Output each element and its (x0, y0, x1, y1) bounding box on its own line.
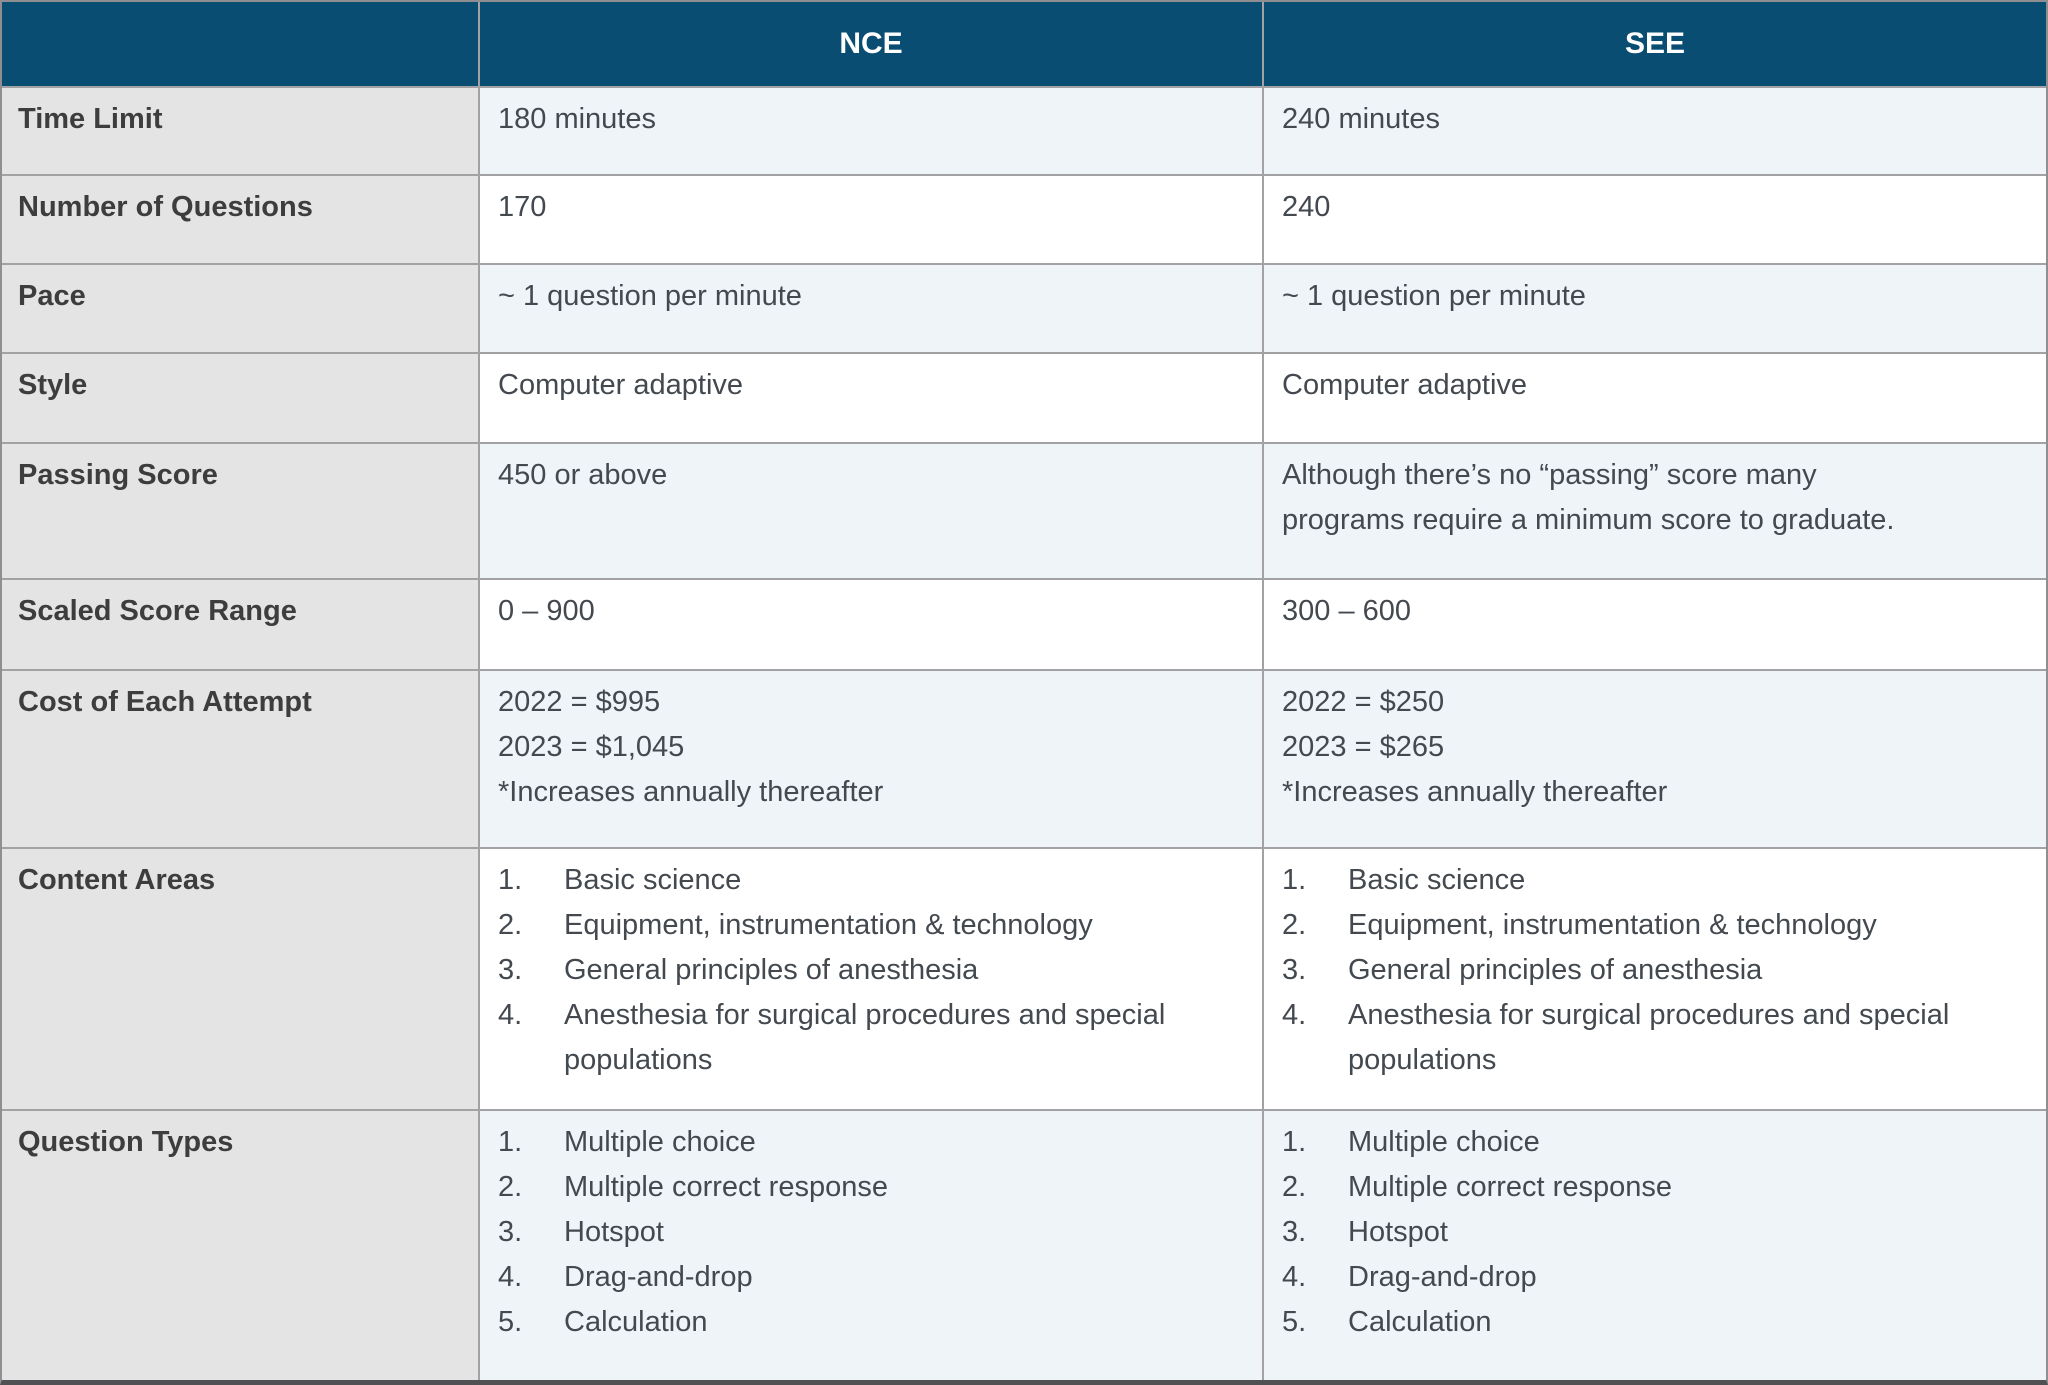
list-item: Multiple correct response (1348, 1170, 1672, 1203)
passing-score-see-line: programs require a minimum score to grad… (1282, 503, 1895, 536)
row-label-passing-score: Passing Score (2, 444, 478, 578)
list-item: Multiple choice (1348, 1126, 1540, 1158)
content-areas-list-nce: Basic science Equipment, instrumentation… (498, 858, 1248, 1083)
row-label-question-types: Question Types (2, 1111, 478, 1380)
cell-pace-see: ~ 1 question per minute (1264, 265, 2046, 352)
row-label-content-areas: Content Areas (2, 849, 478, 1109)
list-item: Calculation (564, 1305, 708, 1338)
list-item: Basic science (564, 864, 742, 896)
row-label-style: Style (2, 354, 478, 442)
question-types-list-nce: Multiple choice Multiple correct respons… (498, 1120, 1248, 1345)
question-types-list-see: Multiple choice Multiple correct respons… (1282, 1120, 2032, 1345)
cost-nce-line: 2022 = $995 (498, 686, 661, 718)
cost-see-line: 2023 = $265 (1282, 730, 1445, 763)
list-item: Hotspot (1348, 1215, 1448, 1248)
list-item: Anesthesia for surgical procedures and s… (564, 998, 1166, 1076)
cost-nce-line: *Increases annually thereafter (498, 775, 884, 808)
header-see: SEE (1264, 2, 2046, 86)
cell-question-types-see: Multiple choice Multiple correct respons… (1264, 1111, 2046, 1380)
cell-cost-see: 2022 = $250 2023 = $265 *Increases annua… (1264, 671, 2046, 847)
cell-style-see: Computer adaptive (1264, 354, 2046, 442)
cell-time-limit-see: 240 minutes (1264, 88, 2046, 174)
list-item: Multiple choice (564, 1126, 756, 1158)
list-item: Multiple correct response (564, 1170, 888, 1203)
row-label-time-limit: Time Limit (2, 88, 478, 174)
cell-time-limit-nce: 180 minutes (480, 88, 1262, 174)
cell-number-of-questions-nce: 170 (480, 176, 1262, 263)
list-item: Calculation (1348, 1305, 1492, 1338)
cost-see-line: *Increases annually thereafter (1282, 775, 1668, 808)
cell-cost-nce: 2022 = $995 2023 = $1,045 *Increases ann… (480, 671, 1262, 847)
cell-passing-score-see: Although there’s no “passing” score many… (1264, 444, 2046, 578)
list-item: Basic science (1348, 864, 1526, 896)
cell-content-areas-nce: Basic science Equipment, instrumentation… (480, 849, 1262, 1109)
list-item: Drag-and-drop (564, 1260, 753, 1293)
cost-nce-line: 2023 = $1,045 (498, 730, 685, 763)
header-empty-cell (2, 2, 478, 86)
cell-passing-score-nce: 450 or above (480, 444, 1262, 578)
list-item: Anesthesia for surgical procedures and s… (1348, 998, 1950, 1076)
list-item: Drag-and-drop (1348, 1260, 1537, 1293)
row-label-scaled-score-range: Scaled Score Range (2, 580, 478, 669)
cell-style-nce: Computer adaptive (480, 354, 1262, 442)
header-nce: NCE (480, 2, 1262, 86)
list-item: Equipment, instrumentation & technology (1348, 908, 1877, 941)
passing-score-see-line: Although there’s no “passing” score many (1282, 459, 1817, 491)
list-item: Equipment, instrumentation & technology (564, 908, 1093, 941)
cell-question-types-nce: Multiple choice Multiple correct respons… (480, 1111, 1262, 1380)
row-label-number-of-questions: Number of Questions (2, 176, 478, 263)
row-label-pace: Pace (2, 265, 478, 352)
list-item: General principles of anesthesia (1348, 953, 1763, 986)
cell-pace-nce: ~ 1 question per minute (480, 265, 1262, 352)
list-item: General principles of anesthesia (564, 953, 979, 986)
content-areas-list-see: Basic science Equipment, instrumentation… (1282, 858, 2032, 1083)
row-label-cost-of-each-attempt: Cost of Each Attempt (2, 671, 478, 847)
cell-content-areas-see: Basic science Equipment, instrumentation… (1264, 849, 2046, 1109)
cell-number-of-questions-see: 240 (1264, 176, 2046, 263)
cell-scaled-score-range-nce: 0 – 900 (480, 580, 1262, 669)
list-item: Hotspot (564, 1215, 664, 1248)
cell-scaled-score-range-see: 300 – 600 (1264, 580, 2046, 669)
cost-see-line: 2022 = $250 (1282, 686, 1445, 718)
